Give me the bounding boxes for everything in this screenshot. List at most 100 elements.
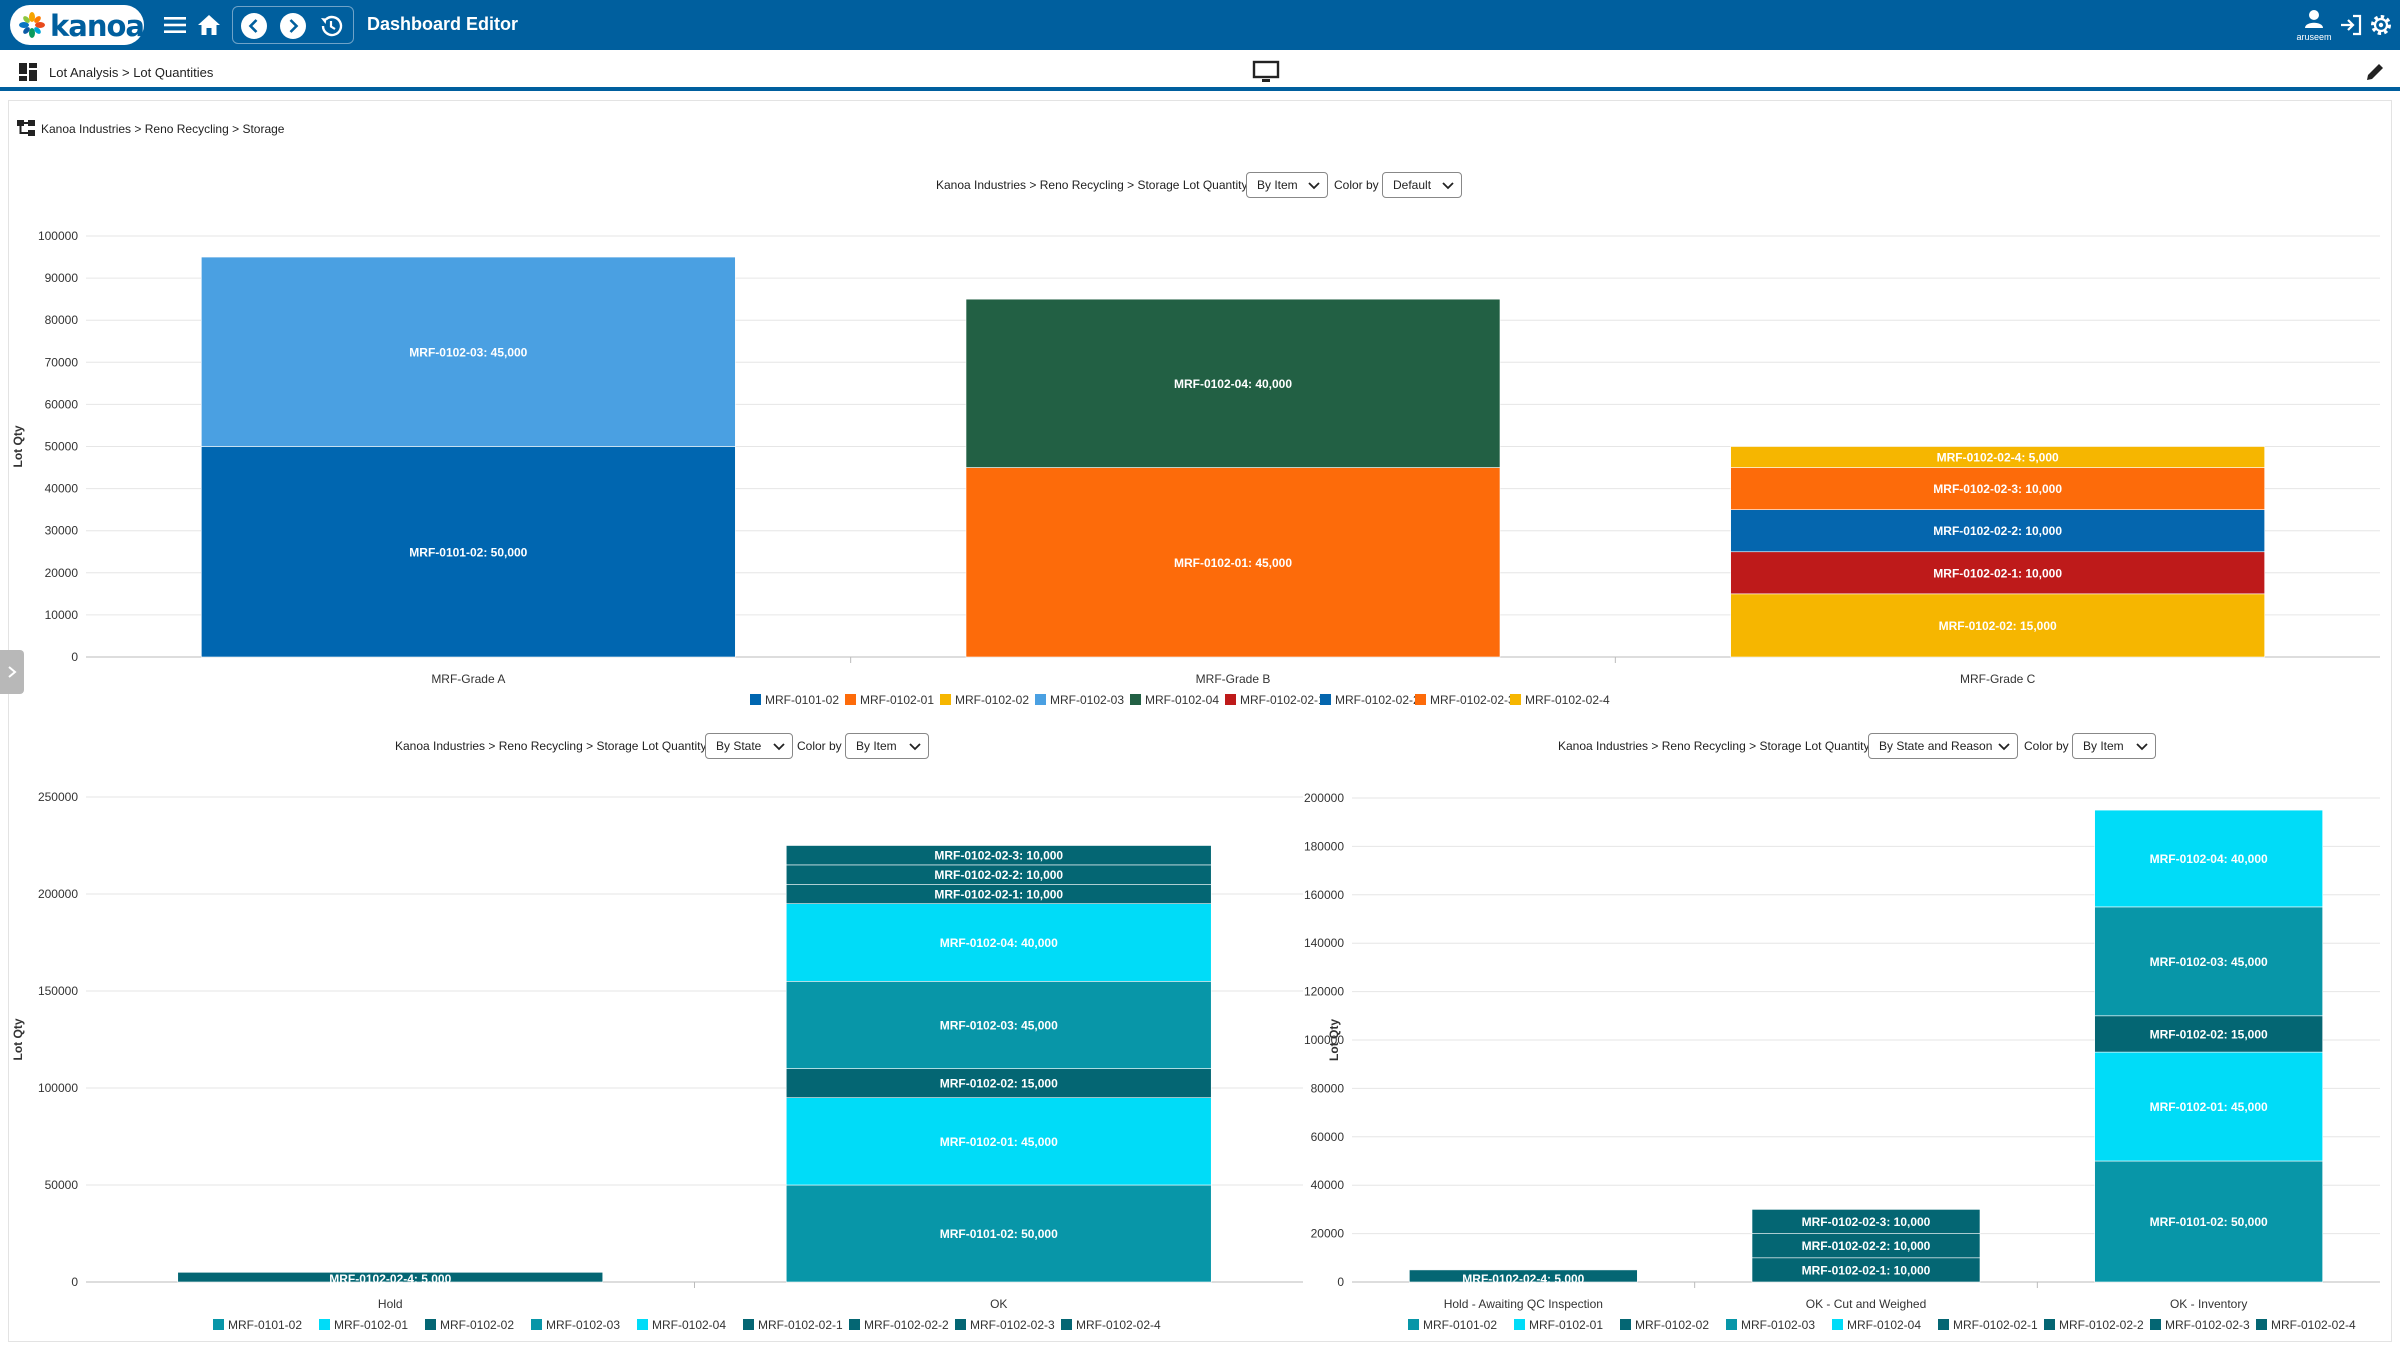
chart-1-color-label: Color by bbox=[1334, 178, 1379, 192]
logout-icon[interactable] bbox=[2338, 12, 2364, 38]
bar-segment bbox=[201, 256, 736, 447]
bar-segment bbox=[965, 467, 1501, 658]
history-icon[interactable] bbox=[317, 12, 345, 40]
chart-3-title: Kanoa Industries > Reno Recycling > Stor… bbox=[1558, 739, 1870, 753]
legend-swatch bbox=[845, 694, 856, 705]
legend-swatch bbox=[1510, 694, 1521, 705]
chart-2-color-label: Color by bbox=[797, 739, 842, 753]
legend-swatch bbox=[1130, 694, 1141, 705]
forward-icon[interactable] bbox=[279, 12, 307, 40]
legend-swatch bbox=[1035, 694, 1046, 705]
chart-1-color-select[interactable]: Default bbox=[1382, 172, 1462, 198]
bar-segment bbox=[1730, 509, 2265, 553]
bar-segment bbox=[1730, 551, 2265, 595]
chevron-down-icon bbox=[909, 743, 921, 751]
legend-label: MRF-0102-02-2 bbox=[1335, 693, 1420, 707]
legend-label: MRF-0102-02-3 bbox=[1430, 693, 1515, 707]
legend-swatch bbox=[940, 694, 951, 705]
chevron-down-icon bbox=[2136, 743, 2148, 751]
y-tick-label: 90000 bbox=[45, 271, 79, 285]
y-tick-label: 10000 bbox=[45, 608, 79, 622]
bar-segment bbox=[1730, 467, 2265, 510]
legend-label: MRF-0102-03 bbox=[1050, 693, 1124, 707]
legend-label: MRF-0102-02-1 bbox=[1240, 693, 1325, 707]
chart-2-color-value: By Item bbox=[856, 739, 897, 753]
chevron-right-icon bbox=[8, 666, 17, 678]
chart-2-controls: Kanoa Industries > Reno Recycling > Stor… bbox=[395, 733, 930, 759]
bar-segment bbox=[201, 446, 736, 658]
dashboard-breadcrumb[interactable]: Lot Analysis > Lot Quantities bbox=[49, 65, 214, 80]
bar-segment bbox=[1730, 446, 2265, 468]
kanoa-logo[interactable]: kanoa bbox=[10, 5, 145, 45]
side-panel-toggle[interactable] bbox=[0, 650, 24, 694]
y-tick-label: 100000 bbox=[38, 229, 78, 243]
y-tick-label: 40000 bbox=[45, 482, 79, 496]
chart-2-title: Kanoa Industries > Reno Recycling > Stor… bbox=[395, 739, 707, 753]
data-label: MRF-0102-01: 45,000 bbox=[1174, 556, 1292, 570]
data-label: MRF-0102-04: 40,000 bbox=[1174, 377, 1292, 391]
hierarchy-icon bbox=[17, 120, 35, 136]
app-title: Dashboard Editor bbox=[367, 14, 519, 34]
legend-label: MRF-0102-02 bbox=[955, 693, 1029, 707]
y-tick-label: 30000 bbox=[45, 524, 79, 538]
location-breadcrumb[interactable]: Kanoa Industries > Reno Recycling > Stor… bbox=[41, 122, 285, 136]
legend-label: MRF-0102-02-4 bbox=[1525, 693, 1610, 707]
chevron-down-icon bbox=[1998, 743, 2010, 751]
chevron-down-icon bbox=[1308, 182, 1320, 190]
y-tick-label: 60000 bbox=[45, 397, 79, 411]
user-name: aruseem bbox=[2296, 32, 2332, 42]
x-tick-label: MRF-Grade B bbox=[1196, 672, 1271, 686]
data-label: MRF-0102-03: 45,000 bbox=[409, 345, 527, 359]
chart-2-group-value: By State bbox=[716, 739, 762, 753]
chart-3-group-select[interactable]: By State and Reason bbox=[1868, 733, 2018, 759]
legend-label: MRF-0102-04 bbox=[1145, 693, 1219, 707]
x-tick-label: MRF-Grade C bbox=[1960, 672, 2036, 686]
y-tick-label: 20000 bbox=[45, 566, 79, 580]
menu-icon[interactable] bbox=[161, 11, 189, 39]
chart-3-group-value: By State and Reason bbox=[1879, 739, 1993, 753]
monitor-icon[interactable] bbox=[1252, 60, 1280, 84]
chart-1-group-value: By Item bbox=[1257, 178, 1298, 192]
chart-3-color-select[interactable]: By Item bbox=[2072, 733, 2156, 759]
legend-swatch bbox=[750, 694, 761, 705]
logo-text: kanoa bbox=[50, 9, 145, 43]
data-label: MRF-0102-02-3: 10,000 bbox=[1933, 482, 2062, 496]
bar-segment bbox=[965, 298, 1501, 468]
data-label: MRF-0102-02-1: 10,000 bbox=[1933, 566, 2062, 580]
data-label: MRF-0102-02-2: 10,000 bbox=[1933, 524, 2062, 538]
settings-icon[interactable] bbox=[2368, 12, 2394, 38]
top-bar: kanoa Dashboard Editor aruseem bbox=[0, 0, 2400, 50]
chart-2-group-select[interactable]: By State bbox=[705, 733, 793, 759]
x-tick-label: MRF-Grade A bbox=[431, 672, 505, 686]
chart-2-color-select[interactable]: By Item bbox=[845, 733, 929, 759]
chevron-down-icon bbox=[773, 743, 785, 751]
data-label: MRF-0102-02-4: 5,000 bbox=[1937, 451, 2059, 465]
chart-3-color-value: By Item bbox=[2083, 739, 2124, 753]
chart-3-color-label: Color by bbox=[2024, 739, 2069, 753]
chart-1-color-value: Default bbox=[1393, 178, 1432, 192]
user-menu[interactable]: aruseem bbox=[2294, 8, 2334, 44]
dashboard-icon[interactable] bbox=[18, 62, 38, 82]
chart-3-controls: Kanoa Industries > Reno Recycling > Stor… bbox=[1558, 733, 2158, 759]
kanoa-logo-icon bbox=[19, 12, 45, 38]
y-tick-label: 50000 bbox=[45, 440, 79, 454]
legend-label: MRF-0101-02 bbox=[765, 693, 839, 707]
legend-label: MRF-0102-01 bbox=[860, 693, 934, 707]
y-tick-label: 0 bbox=[71, 650, 78, 664]
y-tick-label: 80000 bbox=[45, 313, 79, 327]
legend-swatch bbox=[1415, 694, 1426, 705]
navigation-group bbox=[232, 6, 354, 44]
chart-1-group-select[interactable]: By Item bbox=[1246, 172, 1328, 198]
edit-icon[interactable] bbox=[2364, 61, 2386, 83]
data-label: MRF-0101-02: 50,000 bbox=[409, 545, 527, 559]
user-icon bbox=[2305, 10, 2323, 28]
chevron-down-icon bbox=[1442, 182, 1454, 190]
dashboard-subbar: Lot Analysis > Lot Quantities bbox=[0, 53, 2400, 91]
home-icon[interactable] bbox=[195, 11, 223, 39]
chart-1-title: Kanoa Industries > Reno Recycling > Stor… bbox=[936, 178, 1248, 192]
y-tick-label: 70000 bbox=[45, 355, 79, 369]
y-axis-label: Lot Qty bbox=[11, 425, 25, 467]
back-icon[interactable] bbox=[240, 12, 268, 40]
data-label: MRF-0102-02: 15,000 bbox=[1939, 619, 2057, 633]
